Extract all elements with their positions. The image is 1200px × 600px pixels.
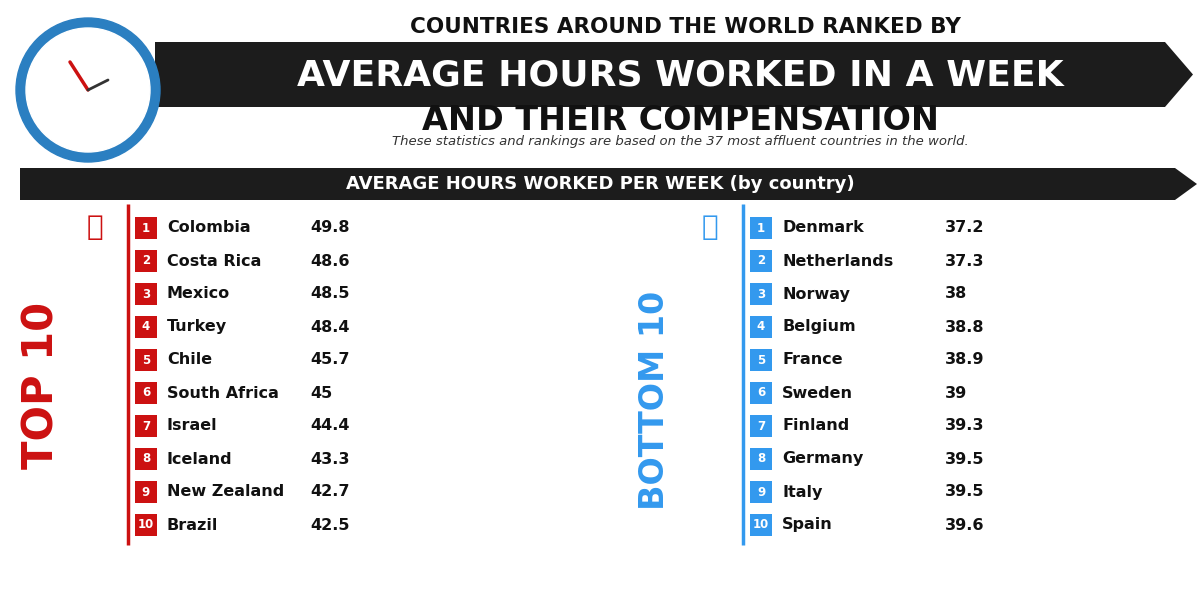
Text: 3: 3 [757, 287, 766, 301]
Text: Colombia: Colombia [167, 220, 251, 235]
Text: Norway: Norway [782, 286, 850, 301]
FancyBboxPatch shape [134, 316, 157, 338]
FancyBboxPatch shape [134, 217, 157, 239]
FancyBboxPatch shape [750, 283, 772, 305]
Text: Denmark: Denmark [782, 220, 864, 235]
Text: 48.5: 48.5 [310, 286, 349, 301]
Text: 39.6: 39.6 [946, 517, 984, 533]
Text: Sweden: Sweden [782, 385, 853, 401]
Text: 8: 8 [757, 452, 766, 466]
Text: Mexico: Mexico [167, 286, 230, 301]
Text: Israel: Israel [167, 419, 217, 433]
Text: Turkey: Turkey [167, 319, 227, 335]
FancyBboxPatch shape [750, 349, 772, 371]
Text: 3: 3 [142, 287, 150, 301]
FancyBboxPatch shape [20, 168, 1175, 200]
Circle shape [16, 18, 160, 162]
Text: 4: 4 [142, 320, 150, 334]
FancyBboxPatch shape [134, 514, 157, 536]
Text: 43.3: 43.3 [310, 451, 349, 467]
Text: Finland: Finland [782, 419, 850, 433]
Text: 39.5: 39.5 [946, 485, 984, 499]
Text: Germany: Germany [782, 451, 863, 467]
Text: 37.2: 37.2 [946, 220, 984, 235]
Text: 38.9: 38.9 [946, 352, 984, 367]
Text: 2: 2 [142, 254, 150, 268]
Text: Iceland: Iceland [167, 451, 233, 467]
FancyBboxPatch shape [134, 349, 157, 371]
Text: 38: 38 [946, 286, 967, 301]
Text: COUNTRIES AROUND THE WORLD RANKED BY: COUNTRIES AROUND THE WORLD RANKED BY [409, 17, 960, 37]
Text: 37.3: 37.3 [946, 253, 984, 269]
Text: South Africa: South Africa [167, 385, 278, 401]
Text: 5: 5 [757, 353, 766, 367]
Text: 42.7: 42.7 [310, 485, 349, 499]
Text: 1: 1 [757, 221, 766, 235]
FancyBboxPatch shape [750, 514, 772, 536]
Text: 7: 7 [142, 419, 150, 433]
FancyBboxPatch shape [750, 448, 772, 470]
Text: 39: 39 [946, 385, 967, 401]
Text: 8: 8 [142, 452, 150, 466]
Text: 4: 4 [757, 320, 766, 334]
FancyBboxPatch shape [134, 283, 157, 305]
Text: AVERAGE HOURS WORKED IN A WEEK: AVERAGE HOURS WORKED IN A WEEK [296, 58, 1063, 92]
FancyBboxPatch shape [134, 448, 157, 470]
Text: Brazil: Brazil [167, 517, 218, 533]
Text: TOP 10: TOP 10 [20, 301, 64, 469]
FancyBboxPatch shape [750, 217, 772, 239]
FancyBboxPatch shape [750, 316, 772, 338]
Text: 44.4: 44.4 [310, 419, 349, 433]
Text: These statistics and rankings are based on the 37 most affluent countries in the: These statistics and rankings are based … [391, 136, 968, 148]
Text: 48.4: 48.4 [310, 319, 349, 335]
FancyBboxPatch shape [134, 415, 157, 437]
Text: France: France [782, 352, 842, 367]
Text: 5: 5 [142, 353, 150, 367]
Text: 45: 45 [310, 385, 332, 401]
Text: AND THEIR COMPENSATION: AND THEIR COMPENSATION [421, 103, 938, 136]
Text: 9: 9 [757, 485, 766, 499]
FancyBboxPatch shape [750, 250, 772, 272]
Text: 6: 6 [142, 386, 150, 400]
Text: 48.6: 48.6 [310, 253, 349, 269]
Text: Belgium: Belgium [782, 319, 856, 335]
Text: New Zealand: New Zealand [167, 485, 284, 499]
FancyBboxPatch shape [750, 415, 772, 437]
FancyBboxPatch shape [134, 250, 157, 272]
Text: 39.3: 39.3 [946, 419, 984, 433]
FancyBboxPatch shape [134, 481, 157, 503]
Text: 39.5: 39.5 [946, 451, 984, 467]
Text: 10: 10 [138, 518, 154, 532]
Polygon shape [1165, 42, 1193, 107]
Text: 49.8: 49.8 [310, 220, 349, 235]
Text: 👎: 👎 [86, 213, 103, 241]
Text: 👍: 👍 [702, 213, 719, 241]
FancyBboxPatch shape [134, 382, 157, 404]
FancyBboxPatch shape [750, 481, 772, 503]
Text: Italy: Italy [782, 485, 822, 499]
Text: 9: 9 [142, 485, 150, 499]
Text: Chile: Chile [167, 352, 212, 367]
Text: 42.5: 42.5 [310, 517, 349, 533]
Text: 2: 2 [757, 254, 766, 268]
Text: Spain: Spain [782, 517, 833, 533]
FancyBboxPatch shape [750, 382, 772, 404]
Text: Costa Rica: Costa Rica [167, 253, 262, 269]
Text: 38.8: 38.8 [946, 319, 984, 335]
Circle shape [26, 28, 150, 152]
Text: Netherlands: Netherlands [782, 253, 893, 269]
Text: AVERAGE HOURS WORKED PER WEEK (by country): AVERAGE HOURS WORKED PER WEEK (by countr… [346, 175, 854, 193]
Text: 10: 10 [752, 518, 769, 532]
Text: 6: 6 [757, 386, 766, 400]
Polygon shape [1175, 168, 1198, 200]
FancyBboxPatch shape [155, 42, 1165, 107]
Text: 45.7: 45.7 [310, 352, 349, 367]
Text: 7: 7 [757, 419, 766, 433]
Text: 1: 1 [142, 221, 150, 235]
Text: BOTTOM 10: BOTTOM 10 [638, 290, 672, 509]
